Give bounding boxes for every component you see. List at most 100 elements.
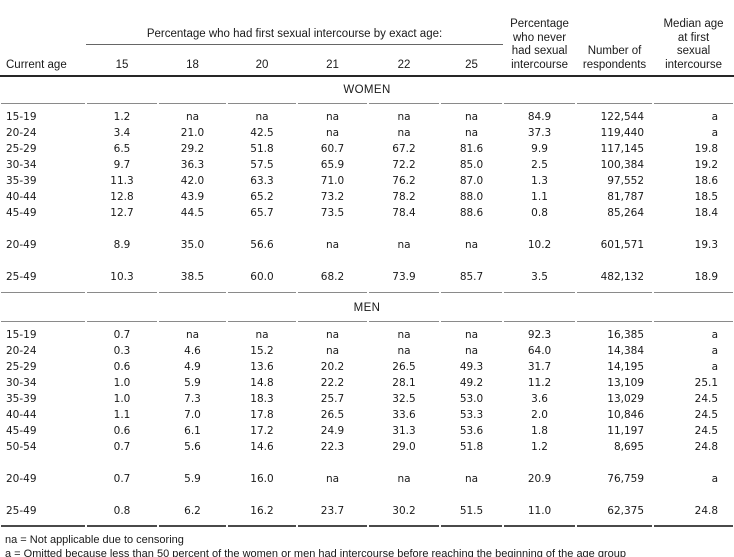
row-label: 35-39	[6, 175, 37, 187]
value-cell: 53.3	[459, 409, 484, 421]
table-row: 35-39 1.0 7.3 18.3 25.7 32.5 53.0 3.6 13,029 24.5	[0, 391, 734, 407]
value-cell: 16,385	[607, 329, 645, 341]
value-cell: 26.5	[320, 409, 345, 421]
value-cell: na	[255, 329, 269, 341]
spacer-row	[0, 455, 734, 471]
value-cell: 8.9	[113, 239, 131, 251]
section-title-label: WOMEN	[343, 83, 391, 96]
value-cell: 10.3	[110, 271, 134, 283]
value-cell: 1.1	[113, 409, 131, 421]
value-cell: 18.6	[694, 175, 719, 187]
value-cell: 84.9	[527, 111, 552, 123]
value-cell: 9.7	[113, 159, 131, 171]
current-age-column-header: Current age	[0, 0, 86, 77]
value-cell: 33.6	[392, 409, 416, 421]
value-cell: 6.2	[184, 505, 201, 517]
value-cell: 87.0	[459, 175, 484, 187]
value-cell: na	[464, 111, 479, 123]
rule-segment	[297, 320, 368, 327]
rule-segment	[503, 320, 576, 327]
rule-segment	[158, 320, 227, 327]
value-cell: 19.3	[694, 239, 719, 251]
value-cell: 23.7	[320, 505, 345, 517]
row-label: 20-24	[6, 127, 37, 139]
value-cell: na	[464, 239, 479, 251]
value-cell: 17.2	[250, 425, 274, 437]
value-cell: 85.7	[459, 271, 484, 283]
row-label: 20-49	[6, 239, 37, 251]
value-cell: 51.5	[459, 505, 484, 517]
value-cell: 1.2	[113, 111, 131, 123]
value-cell: 72.2	[392, 159, 416, 171]
row-label: 40-44	[6, 409, 37, 421]
value-cell: na	[325, 111, 340, 123]
never-had-intercourse-column-header: Percentage who never had sexual intercou…	[503, 0, 577, 77]
value-cell: a	[711, 361, 719, 373]
median-age-column-header: Median age at first sexual intercourse	[653, 0, 734, 77]
value-cell: 19.2	[694, 159, 719, 171]
value-cell: 57.5	[250, 159, 274, 171]
value-cell: 71.0	[320, 175, 345, 187]
table-row: 30-34 9.7 36.3 57.5 65.9 72.2 85.0 2.5 100,384 19…	[0, 157, 734, 173]
footnote-a: a = Omitted because less than 50 percent…	[5, 548, 626, 557]
rule-segment	[653, 320, 734, 327]
value-cell: 1.1	[531, 191, 548, 203]
value-cell: 30.2	[392, 505, 416, 517]
row-label: 20-49	[6, 473, 37, 485]
age-column-header-25: 25	[440, 44, 504, 77]
section-rule-row	[0, 102, 734, 109]
value-cell: 21.0	[180, 127, 205, 139]
value-cell: 37.3	[527, 127, 552, 139]
value-cell: 78.2	[392, 191, 416, 203]
footnote-na: na = Not applicable due to censoring	[5, 534, 184, 546]
value-cell: 76,759	[607, 473, 645, 485]
value-cell: 65.9	[320, 159, 345, 171]
row-label: 50-54	[6, 441, 37, 453]
value-cell: 88.6	[459, 207, 484, 219]
value-cell: na	[325, 239, 340, 251]
row-label: 15-19	[6, 111, 37, 123]
value-cell: 601,571	[600, 239, 645, 251]
value-cell: 49.3	[459, 361, 484, 373]
rule-segment	[368, 102, 440, 109]
row-label: 25-29	[6, 143, 37, 155]
section-rule-row	[0, 285, 734, 295]
value-cell: 11,197	[607, 425, 645, 437]
value-cell: na	[325, 473, 340, 485]
rule-segment	[653, 285, 734, 295]
value-cell: 3.5	[531, 271, 548, 283]
value-cell: na	[464, 473, 479, 485]
rule-segment	[86, 102, 158, 109]
value-cell: 25.7	[320, 393, 345, 405]
value-cell: 11.2	[527, 377, 552, 389]
rule-segment	[297, 102, 368, 109]
section-title-men: MEN	[0, 295, 734, 320]
value-cell: 35.0	[180, 239, 205, 251]
value-cell: a	[711, 473, 719, 485]
table-body: WOMEN 15-19 1.2 na na na na na 84.9 122,544 a 20-24…	[0, 76, 734, 528]
value-cell: 49.2	[459, 377, 484, 389]
value-cell: na	[397, 345, 411, 357]
value-cell: 56.6	[250, 239, 274, 251]
table-row: 45-49 12.7 44.5 65.7 73.5 78.4 88.6 0.8 85,264 18…	[0, 205, 734, 221]
value-cell: a	[711, 111, 719, 123]
value-cell: 32.5	[392, 393, 416, 405]
value-cell: 36.3	[180, 159, 205, 171]
value-cell: 51.8	[459, 441, 484, 453]
table-row: 40-44 12.8 43.9 65.2 73.2 78.2 88.0 1.1 81,787 18…	[0, 189, 734, 205]
age-column-header-18: 18	[158, 44, 227, 77]
value-cell: 31.7	[527, 361, 552, 373]
table-row: 25-29 6.5 29.2 51.8 60.7 67.2 81.6 9.9 117,145 19…	[0, 141, 734, 157]
rule-segment	[158, 102, 227, 109]
table-row: 20-24 3.4 21.0 42.5 na na na 37.3 119,440 a	[0, 125, 734, 141]
value-cell: 5.9	[184, 473, 201, 485]
value-cell: 14.6	[250, 441, 274, 453]
value-cell: 5.9	[184, 377, 201, 389]
value-cell: 16.0	[250, 473, 274, 485]
value-cell: na	[255, 111, 269, 123]
rule-segment	[653, 102, 734, 109]
rule-segment	[576, 320, 653, 327]
table-row: 20-24 0.3 4.6 15.2 na na na 64.0 14,384 a	[0, 343, 734, 359]
first-intercourse-table: Current age Percentage who had first sex…	[0, 0, 734, 528]
value-cell: 26.5	[392, 361, 416, 373]
